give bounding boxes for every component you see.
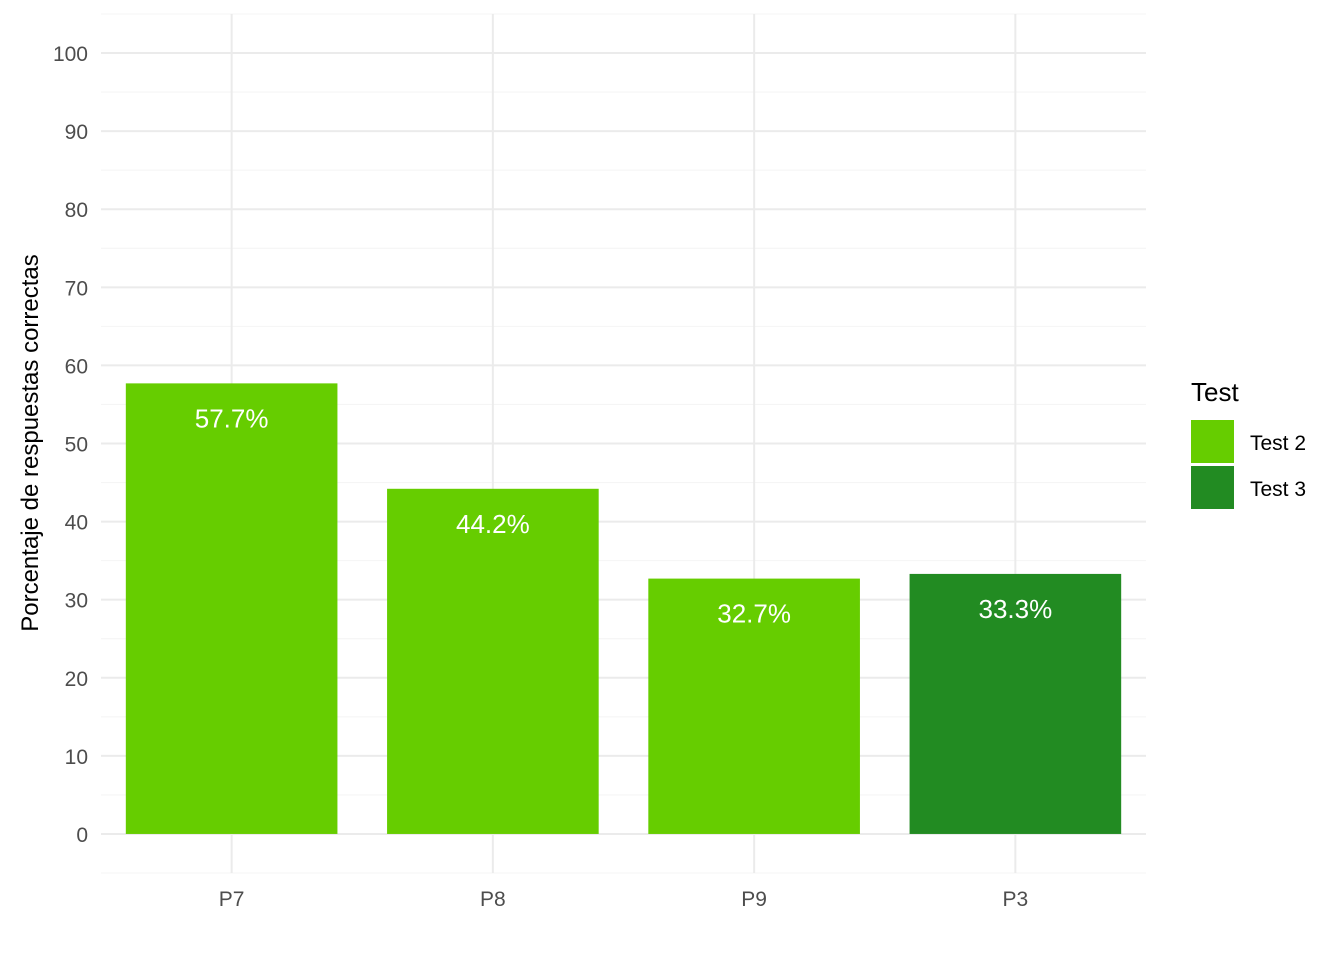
x-tick-label: P3: [1003, 888, 1029, 911]
y-tick-label: 30: [65, 590, 88, 613]
legend-label: Test 2: [1250, 432, 1306, 455]
y-tick-label: 40: [65, 512, 88, 535]
x-axis-ticks: P7 P8 P9 P3: [219, 888, 1028, 911]
x-tick-label: P9: [741, 888, 767, 911]
y-tick-label: 80: [65, 199, 88, 222]
y-tick-label: 50: [65, 434, 88, 457]
bar-value-label: 33.3%: [979, 594, 1053, 624]
bars: 57.7% 44.2% 32.7% 33.3%: [125, 383, 1122, 834]
y-axis-ticks: 0 10 20 30 40 50 60 70 80 90 100: [53, 43, 88, 847]
bar-value-label: 44.2%: [456, 509, 530, 539]
y-tick-label: 0: [76, 824, 88, 847]
legend-label: Test 3: [1250, 478, 1306, 501]
legend-items: Test 2 Test 3: [1191, 420, 1306, 509]
y-tick-label: 90: [65, 121, 88, 144]
y-tick-label: 10: [65, 746, 88, 769]
bar-value-label: 57.7%: [195, 403, 269, 433]
y-tick-label: 100: [53, 43, 88, 66]
x-tick-label: P7: [219, 888, 245, 911]
x-tick-label: P8: [480, 888, 506, 911]
y-tick-label: 60: [65, 355, 88, 378]
bar-p7: [125, 383, 338, 834]
y-tick-label: 20: [65, 668, 88, 691]
legend: Test Test 2 Test 3: [1191, 377, 1306, 509]
legend-title: Test: [1191, 377, 1239, 407]
y-tick-label: 70: [65, 277, 88, 300]
y-axis-title: Porcentaje de respuestas correctas: [17, 254, 44, 632]
bar-p8: [387, 488, 599, 834]
legend-swatch: [1191, 466, 1234, 509]
bar-value-label: 32.7%: [717, 599, 791, 629]
bar-p9: [648, 578, 860, 834]
legend-swatch: [1191, 420, 1234, 463]
bar-p3: [909, 573, 1122, 834]
